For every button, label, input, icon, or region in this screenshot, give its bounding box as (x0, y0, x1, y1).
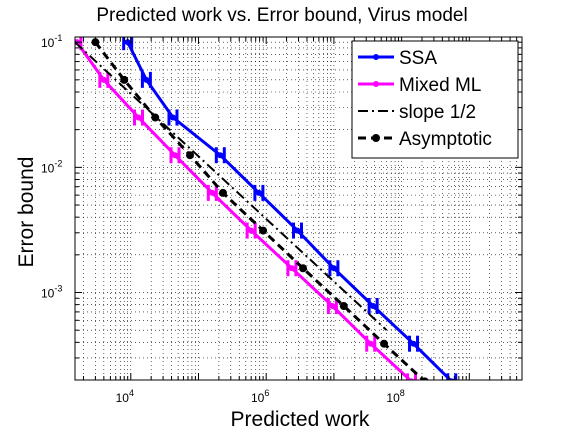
legend-item: Asymptotic (358, 129, 492, 150)
series-markers-1 (75, 37, 418, 380)
data-point (253, 184, 265, 201)
legend-label: Asymptotic (399, 129, 492, 150)
x-tick-label: 104 (116, 388, 134, 405)
data-point (292, 222, 304, 239)
x-tick-label: 106 (251, 388, 269, 405)
data-point (98, 71, 110, 88)
legend-item: slope 1/2 (358, 102, 476, 123)
data-point (151, 113, 160, 122)
axis-ticks: 104 106 108 10-1 10-2 10-3 (41, 33, 522, 405)
y-tick-label: 10-1 (41, 33, 62, 50)
legend-label: SSA (399, 48, 437, 69)
data-point (326, 298, 338, 315)
x-tick-label: 108 (386, 388, 404, 405)
y-tick-label: 10-2 (41, 158, 62, 175)
data-point (299, 264, 308, 273)
legend-item: Mixed ML (358, 75, 481, 96)
y-axis-label: Error bound (15, 157, 38, 268)
x-axis-label: Predicted work (231, 408, 370, 431)
series-markers-0 (122, 37, 458, 380)
y-tick-label: 10-3 (41, 284, 62, 301)
data-point (140, 71, 152, 88)
data-point (408, 335, 420, 352)
legend-label: slope 1/2 (399, 102, 476, 123)
data-point (328, 260, 340, 277)
data-point (421, 377, 429, 380)
data-point (169, 147, 181, 164)
data-point (167, 109, 179, 126)
series-markers-3 (91, 38, 429, 380)
data-point (206, 184, 218, 201)
legend-label: Mixed ML (399, 75, 481, 96)
chart-title: Predicted work vs. Error bound, Virus mo… (96, 5, 467, 26)
plot-series (75, 37, 458, 380)
data-point (286, 260, 298, 277)
data-point (214, 147, 226, 164)
legend: SSA Mixed ML slope 1/2 Asymptotic (351, 40, 519, 159)
data-point (91, 38, 100, 47)
data-point (367, 298, 379, 315)
data-point (365, 335, 377, 352)
data-point (380, 339, 389, 348)
data-point (186, 151, 195, 160)
legend-item: SSA (358, 48, 437, 69)
data-point (218, 188, 227, 197)
data-point (132, 109, 144, 126)
data-point (120, 75, 129, 84)
data-point (259, 226, 268, 235)
data-point (339, 302, 348, 311)
data-point (245, 222, 257, 239)
